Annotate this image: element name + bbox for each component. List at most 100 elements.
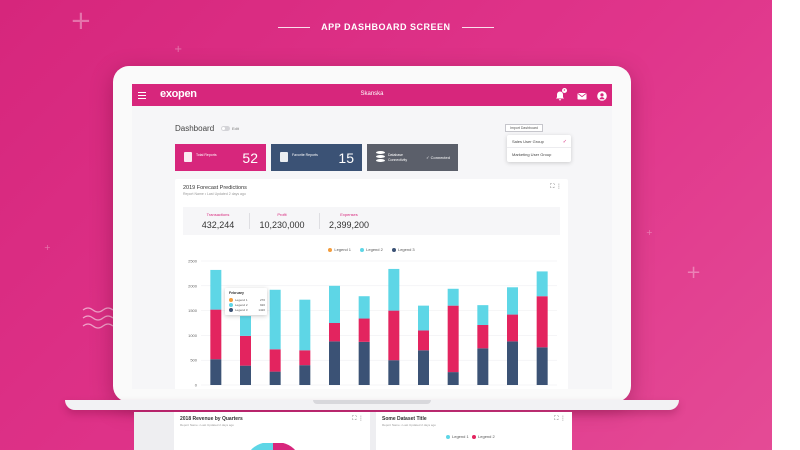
notification-badge: 2 (562, 88, 567, 93)
legend-label: Legend 3 (397, 247, 415, 252)
bell-icon[interactable]: 2 (554, 88, 567, 101)
expand-icon[interactable]: ⛶ (554, 416, 559, 422)
dataset-card: Some Dataset Title Report Name • Last Up… (376, 412, 572, 450)
bar-segment (240, 365, 251, 385)
legend-dot (472, 434, 477, 439)
more-icon[interactable]: ⋮ (556, 184, 562, 190)
lower-dashboard-panels: 2018 Revenue by Quarters Report Name • L… (134, 412, 572, 450)
tooltip-row: Legend 3 1420 (229, 308, 265, 313)
star-document-icon (280, 152, 288, 162)
legend-label: Legend 1 (452, 434, 469, 439)
bar-segment (447, 372, 459, 385)
bar-segment (418, 330, 429, 351)
bar-segment (358, 296, 370, 319)
laptop-notch (313, 400, 431, 404)
edit-toggle[interactable] (221, 126, 230, 131)
tooltip-dot (229, 298, 233, 303)
revenue-by-quarters-card: 2018 Revenue by Quarters Report Name • L… (174, 412, 370, 450)
check-icon: ✓ (562, 139, 567, 145)
dropdown-item-marketing[interactable]: Marketing User Group (512, 152, 552, 157)
dropdown-item-sales[interactable]: Sales User Group (512, 139, 544, 144)
kpi-profit: Profit 10,230,000 (253, 212, 311, 230)
mail-icon[interactable] (576, 89, 588, 101)
plus-decoration-icon: + (174, 44, 183, 55)
bar-segment (388, 360, 400, 385)
kpi-transactions: Transactions 432,244 (195, 212, 241, 230)
bar-segment (418, 305, 429, 331)
kpi-divider (319, 213, 320, 229)
card-actions: ⛶ ⋮ (554, 415, 566, 423)
y-tick-label: 1500 (188, 308, 198, 313)
chart-tooltip: February Legend 1 270 Legend 2 920 Legend … (225, 288, 267, 315)
y-tick-label: 1000 (188, 333, 198, 338)
plus-decoration-icon: + (686, 262, 702, 283)
bar-segment (536, 347, 548, 385)
tooltip-dot (229, 308, 233, 313)
bar-segment (358, 318, 370, 342)
legend-dot (446, 434, 450, 439)
bar-segment (536, 271, 548, 297)
bar-segment (507, 287, 518, 315)
user-icon[interactable] (596, 89, 608, 101)
plus-decoration-icon: + (70, 6, 92, 36)
legend-dot (391, 247, 396, 252)
app-header: exopen Skanska 2 (132, 84, 612, 106)
bar-segment (507, 314, 518, 342)
chart-title: 2019 Forecast Predictions (183, 185, 247, 191)
bar-segment (447, 288, 459, 306)
bar-segment (329, 341, 340, 385)
app-title: Skanska (360, 91, 384, 97)
tooltip-row: Legend 1 270 (229, 298, 265, 303)
stat-label: Favorite Reports (292, 153, 318, 157)
bar-segment (536, 296, 548, 348)
import-dashboard-button[interactable]: Import Dashboard (505, 124, 543, 132)
kpi-expenses: Expenses 2,399,200 (323, 212, 375, 230)
legend-dot (328, 247, 333, 252)
legend-item[interactable]: Legend 2 (472, 434, 495, 439)
legend-item[interactable]: Legend 1 (446, 434, 469, 439)
dropdown-divider (507, 147, 571, 148)
bar-segment (388, 268, 400, 311)
edit-toggle-label: Edit (232, 126, 239, 131)
more-icon[interactable]: ⋮ (560, 416, 566, 422)
connection-status: ✓ Connected (426, 155, 450, 160)
bar-segment (477, 324, 489, 349)
bar-segment (299, 350, 311, 366)
menu-icon[interactable] (138, 90, 146, 100)
bar-segment (358, 341, 370, 385)
bar-segment (240, 316, 251, 336)
tooltip-dot (229, 303, 233, 308)
legend-item[interactable]: Legend 3 (391, 247, 415, 252)
bar-segment (329, 323, 340, 342)
expand-icon[interactable]: ⛶ (550, 184, 555, 190)
chart-subtitle: Report Name • Last Updated 2 days ago (183, 192, 246, 196)
banner-line-left (278, 27, 311, 29)
legend-label: Legend 2 (366, 247, 383, 252)
stat-card-database[interactable]: Database Connectivity ✓ Connected (367, 144, 458, 171)
connection-status-text: Connected (430, 155, 450, 160)
y-tick-label: 500 (190, 358, 197, 363)
legend-item[interactable]: Legend 2 (360, 247, 383, 252)
bar-segment (210, 309, 222, 360)
donut-chart-peek (250, 443, 296, 450)
chart-legend: Legend 1 Legend 2 Legend 3 (175, 247, 568, 252)
bar-segment (240, 335, 251, 366)
plus-decoration-icon: + (646, 228, 653, 237)
bar-segment (269, 371, 281, 385)
bar-segment (477, 305, 489, 325)
stat-label: Total Reports (196, 153, 217, 157)
tooltip-value: 1420 (258, 308, 265, 312)
stat-card-favorite-reports[interactable]: Favorite Reports 15 (271, 144, 362, 171)
bar-segment (447, 305, 459, 373)
stat-card-total-reports[interactable]: Total Reports 52 (175, 144, 266, 171)
expand-icon[interactable]: ⛶ (352, 416, 357, 422)
banner-line-right (461, 27, 494, 29)
bar-segment (269, 349, 281, 372)
legend-item[interactable]: Legend 1 (328, 247, 351, 252)
app-logo[interactable]: exopen (160, 88, 197, 100)
app-screen: exopen Skanska 2 Dashboard Edit Import D… (132, 84, 612, 389)
kpi-value: 10,230,000 (259, 220, 305, 230)
more-icon[interactable]: ⋮ (358, 416, 364, 422)
card-actions: ⛶ ⋮ (352, 415, 364, 423)
legend-dot (360, 247, 365, 252)
